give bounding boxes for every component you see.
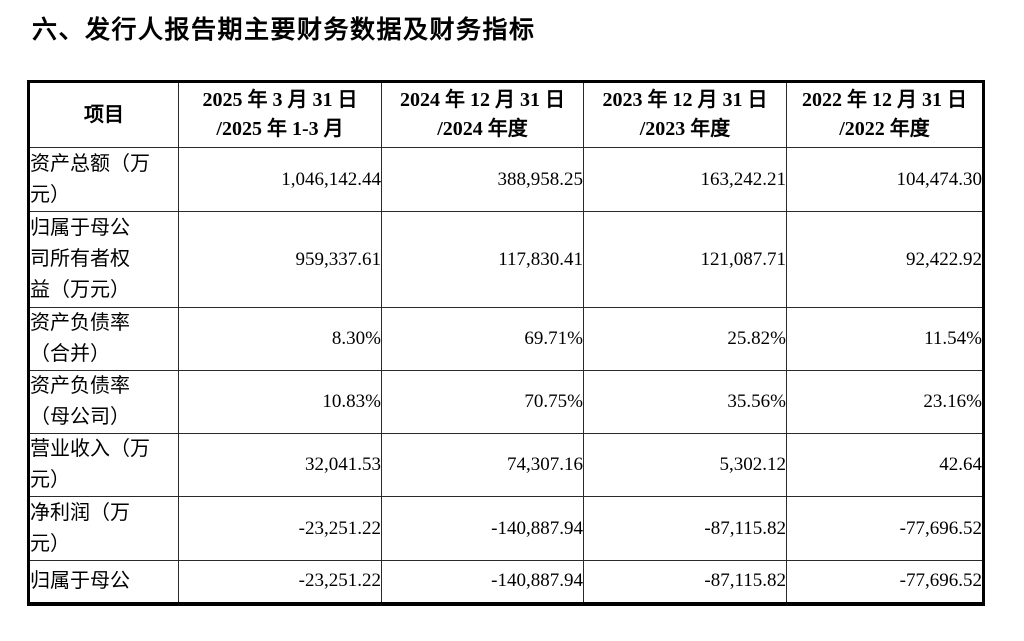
column-header-period-2023: 2023 年 12 月 31 日 /2023 年度 <box>583 81 787 148</box>
cell-value: 25.82% <box>583 307 787 371</box>
cell-value: 104,474.30 <box>786 147 984 212</box>
row-label: 营业收入（万 元） <box>28 433 179 497</box>
cell-value: -77,696.52 <box>786 560 984 604</box>
table-row-debt-ratio-consolidated: 资产负债率 （合并） 8.30% 69.71% 25.82% 11.54% <box>28 307 984 371</box>
cell-value: -23,251.22 <box>178 560 382 604</box>
cell-value: 70.75% <box>381 370 584 434</box>
cell-value: 163,242.21 <box>583 147 787 212</box>
cell-value: -23,251.22 <box>178 496 382 561</box>
financial-data-table: 项目 2025 年 3 月 31 日 /2025 年 1-3 月 2024 年 … <box>27 80 985 606</box>
table-row-operating-revenue: 营业收入（万 元） 32,041.53 74,307.16 5,302.12 4… <box>28 433 984 497</box>
cell-value: 959,337.61 <box>178 211 382 308</box>
row-label: 资产负债率 （合并） <box>28 307 179 371</box>
section-title: 六、发行人报告期主要财务数据及财务指标 <box>32 16 536 44</box>
cell-value: 11.54% <box>786 307 984 371</box>
cell-value: -140,887.94 <box>381 560 584 604</box>
table-row-total-assets: 资产总额（万 元） 1,046,142.44 388,958.25 163,24… <box>28 147 984 212</box>
row-label: 归属于母公 司所有者权 益（万元） <box>28 211 179 308</box>
cell-value: 23.16% <box>786 370 984 434</box>
cell-value: 69.71% <box>381 307 584 371</box>
cell-value: 8.30% <box>178 307 382 371</box>
cell-value: -77,696.52 <box>786 496 984 561</box>
cell-value: 1,046,142.44 <box>178 147 382 212</box>
column-header-item: 项目 <box>28 81 179 148</box>
table-row-parent-equity: 归属于母公 司所有者权 益（万元） 959,337.61 117,830.41 … <box>28 211 984 308</box>
cell-value: -87,115.82 <box>583 496 787 561</box>
cell-value: 121,087.71 <box>583 211 787 308</box>
cell-value: -140,887.94 <box>381 496 584 561</box>
column-header-period-2025: 2025 年 3 月 31 日 /2025 年 1-3 月 <box>178 81 382 148</box>
row-label: 归属于母公 <box>28 560 179 604</box>
table-header-row: 项目 2025 年 3 月 31 日 /2025 年 1-3 月 2024 年 … <box>28 81 984 148</box>
row-label: 资产负债率 （母公司） <box>28 370 179 434</box>
cell-value: -87,115.82 <box>583 560 787 604</box>
table-row-debt-ratio-parent: 资产负债率 （母公司） 10.83% 70.75% 35.56% 23.16% <box>28 370 984 434</box>
cell-value: 117,830.41 <box>381 211 584 308</box>
column-header-period-2022: 2022 年 12 月 31 日 /2022 年度 <box>786 81 984 148</box>
cell-value: 35.56% <box>583 370 787 434</box>
cell-value: 10.83% <box>178 370 382 434</box>
cell-value: 5,302.12 <box>583 433 787 497</box>
column-header-period-2024: 2024 年 12 月 31 日 /2024 年度 <box>381 81 584 148</box>
table-row-net-profit: 净利润（万 元） -23,251.22 -140,887.94 -87,115.… <box>28 496 984 561</box>
cell-value: 92,422.92 <box>786 211 984 308</box>
cell-value: 74,307.16 <box>381 433 584 497</box>
cell-value: 32,041.53 <box>178 433 382 497</box>
row-label: 净利润（万 元） <box>28 496 179 561</box>
cell-value: 388,958.25 <box>381 147 584 212</box>
table-row-parent-net-profit-truncated: 归属于母公 -23,251.22 -140,887.94 -87,115.82 … <box>28 560 984 604</box>
cell-value: 42.64 <box>786 433 984 497</box>
row-label: 资产总额（万 元） <box>28 147 179 212</box>
